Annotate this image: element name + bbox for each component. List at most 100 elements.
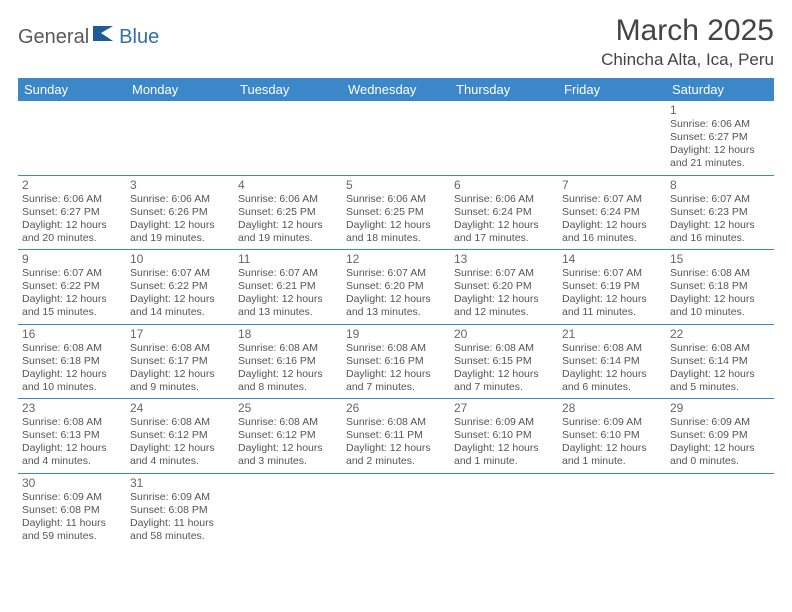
sunrise-line: Sunrise: 6:08 AM [346,416,446,429]
daylight-line: Daylight: 12 hours and 4 minutes. [130,442,230,468]
day-number: 30 [22,476,122,490]
day-number: 1 [670,103,770,117]
sunset-line: Sunset: 6:22 PM [22,280,122,293]
day-details: Sunrise: 6:08 AMSunset: 6:15 PMDaylight:… [454,342,554,395]
sunrise-line: Sunrise: 6:06 AM [670,118,770,131]
sunrise-line: Sunrise: 6:06 AM [130,193,230,206]
sunset-line: Sunset: 6:12 PM [238,429,338,442]
calendar-cell [558,473,666,547]
calendar-cell: 15Sunrise: 6:08 AMSunset: 6:18 PMDayligh… [666,250,774,325]
weekday-header: Sunday [18,78,126,101]
daylight-line: Daylight: 11 hours and 58 minutes. [130,517,230,543]
daylight-line: Daylight: 12 hours and 7 minutes. [454,368,554,394]
sunrise-line: Sunrise: 6:06 AM [238,193,338,206]
sunrise-line: Sunrise: 6:08 AM [22,416,122,429]
sunset-line: Sunset: 6:09 PM [670,429,770,442]
daylight-line: Daylight: 12 hours and 16 minutes. [562,219,662,245]
day-number: 15 [670,252,770,266]
calendar-cell: 10Sunrise: 6:07 AMSunset: 6:22 PMDayligh… [126,250,234,325]
day-number: 29 [670,401,770,415]
daylight-line: Daylight: 11 hours and 59 minutes. [22,517,122,543]
day-number: 2 [22,178,122,192]
daylight-line: Daylight: 12 hours and 3 minutes. [238,442,338,468]
sunrise-line: Sunrise: 6:07 AM [454,267,554,280]
day-number: 24 [130,401,230,415]
calendar-header-row: SundayMondayTuesdayWednesdayThursdayFrid… [18,78,774,101]
day-details: Sunrise: 6:09 AMSunset: 6:10 PMDaylight:… [454,416,554,469]
day-details: Sunrise: 6:06 AMSunset: 6:24 PMDaylight:… [454,193,554,246]
calendar-cell: 11Sunrise: 6:07 AMSunset: 6:21 PMDayligh… [234,250,342,325]
calendar-week: 1Sunrise: 6:06 AMSunset: 6:27 PMDaylight… [18,101,774,175]
day-number: 21 [562,327,662,341]
sunrise-line: Sunrise: 6:08 AM [346,342,446,355]
weekday-header: Tuesday [234,78,342,101]
sunrise-line: Sunrise: 6:08 AM [454,342,554,355]
sunrise-line: Sunrise: 6:08 AM [238,342,338,355]
sunrise-line: Sunrise: 6:08 AM [130,342,230,355]
sunset-line: Sunset: 6:25 PM [346,206,446,219]
day-number: 19 [346,327,446,341]
daylight-line: Daylight: 12 hours and 6 minutes. [562,368,662,394]
day-details: Sunrise: 6:07 AMSunset: 6:21 PMDaylight:… [238,267,338,320]
sunset-line: Sunset: 6:08 PM [22,504,122,517]
sunset-line: Sunset: 6:11 PM [346,429,446,442]
daylight-line: Daylight: 12 hours and 5 minutes. [670,368,770,394]
day-details: Sunrise: 6:08 AMSunset: 6:17 PMDaylight:… [130,342,230,395]
daylight-line: Daylight: 12 hours and 16 minutes. [670,219,770,245]
day-details: Sunrise: 6:06 AMSunset: 6:27 PMDaylight:… [22,193,122,246]
day-number: 10 [130,252,230,266]
sunset-line: Sunset: 6:24 PM [562,206,662,219]
calendar-cell: 17Sunrise: 6:08 AMSunset: 6:17 PMDayligh… [126,324,234,399]
header: General Blue March 2025 Chincha Alta, Ic… [18,14,774,70]
sunrise-line: Sunrise: 6:06 AM [22,193,122,206]
daylight-line: Daylight: 12 hours and 13 minutes. [238,293,338,319]
sunset-line: Sunset: 6:12 PM [130,429,230,442]
weekday-header: Thursday [450,78,558,101]
day-number: 8 [670,178,770,192]
sunrise-line: Sunrise: 6:09 AM [454,416,554,429]
calendar-week: 23Sunrise: 6:08 AMSunset: 6:13 PMDayligh… [18,399,774,474]
day-details: Sunrise: 6:08 AMSunset: 6:14 PMDaylight:… [670,342,770,395]
sunset-line: Sunset: 6:10 PM [454,429,554,442]
day-details: Sunrise: 6:07 AMSunset: 6:20 PMDaylight:… [346,267,446,320]
day-number: 7 [562,178,662,192]
sunset-line: Sunset: 6:19 PM [562,280,662,293]
calendar-cell: 8Sunrise: 6:07 AMSunset: 6:23 PMDaylight… [666,175,774,250]
day-number: 20 [454,327,554,341]
day-number: 13 [454,252,554,266]
calendar-cell: 5Sunrise: 6:06 AMSunset: 6:25 PMDaylight… [342,175,450,250]
sunset-line: Sunset: 6:16 PM [238,355,338,368]
day-number: 28 [562,401,662,415]
sunset-line: Sunset: 6:24 PM [454,206,554,219]
day-details: Sunrise: 6:07 AMSunset: 6:23 PMDaylight:… [670,193,770,246]
day-number: 25 [238,401,338,415]
day-number: 16 [22,327,122,341]
calendar-cell: 14Sunrise: 6:07 AMSunset: 6:19 PMDayligh… [558,250,666,325]
daylight-line: Daylight: 12 hours and 19 minutes. [238,219,338,245]
logo: General Blue [18,24,159,51]
day-details: Sunrise: 6:08 AMSunset: 6:14 PMDaylight:… [562,342,662,395]
calendar-cell: 20Sunrise: 6:08 AMSunset: 6:15 PMDayligh… [450,324,558,399]
calendar-cell [450,101,558,175]
calendar-cell: 9Sunrise: 6:07 AMSunset: 6:22 PMDaylight… [18,250,126,325]
daylight-line: Daylight: 12 hours and 19 minutes. [130,219,230,245]
day-number: 5 [346,178,446,192]
sunrise-line: Sunrise: 6:07 AM [562,193,662,206]
calendar-cell: 13Sunrise: 6:07 AMSunset: 6:20 PMDayligh… [450,250,558,325]
weekday-header: Saturday [666,78,774,101]
day-details: Sunrise: 6:09 AMSunset: 6:09 PMDaylight:… [670,416,770,469]
day-number: 27 [454,401,554,415]
calendar-cell: 12Sunrise: 6:07 AMSunset: 6:20 PMDayligh… [342,250,450,325]
daylight-line: Daylight: 12 hours and 14 minutes. [130,293,230,319]
sunrise-line: Sunrise: 6:06 AM [454,193,554,206]
day-details: Sunrise: 6:07 AMSunset: 6:24 PMDaylight:… [562,193,662,246]
title-block: March 2025 Chincha Alta, Ica, Peru [601,14,774,70]
sunset-line: Sunset: 6:27 PM [670,131,770,144]
day-details: Sunrise: 6:06 AMSunset: 6:26 PMDaylight:… [130,193,230,246]
day-details: Sunrise: 6:06 AMSunset: 6:25 PMDaylight:… [238,193,338,246]
day-details: Sunrise: 6:06 AMSunset: 6:27 PMDaylight:… [670,118,770,171]
day-details: Sunrise: 6:08 AMSunset: 6:12 PMDaylight:… [130,416,230,469]
daylight-line: Daylight: 12 hours and 21 minutes. [670,144,770,170]
sunset-line: Sunset: 6:21 PM [238,280,338,293]
day-details: Sunrise: 6:09 AMSunset: 6:08 PMDaylight:… [130,491,230,544]
